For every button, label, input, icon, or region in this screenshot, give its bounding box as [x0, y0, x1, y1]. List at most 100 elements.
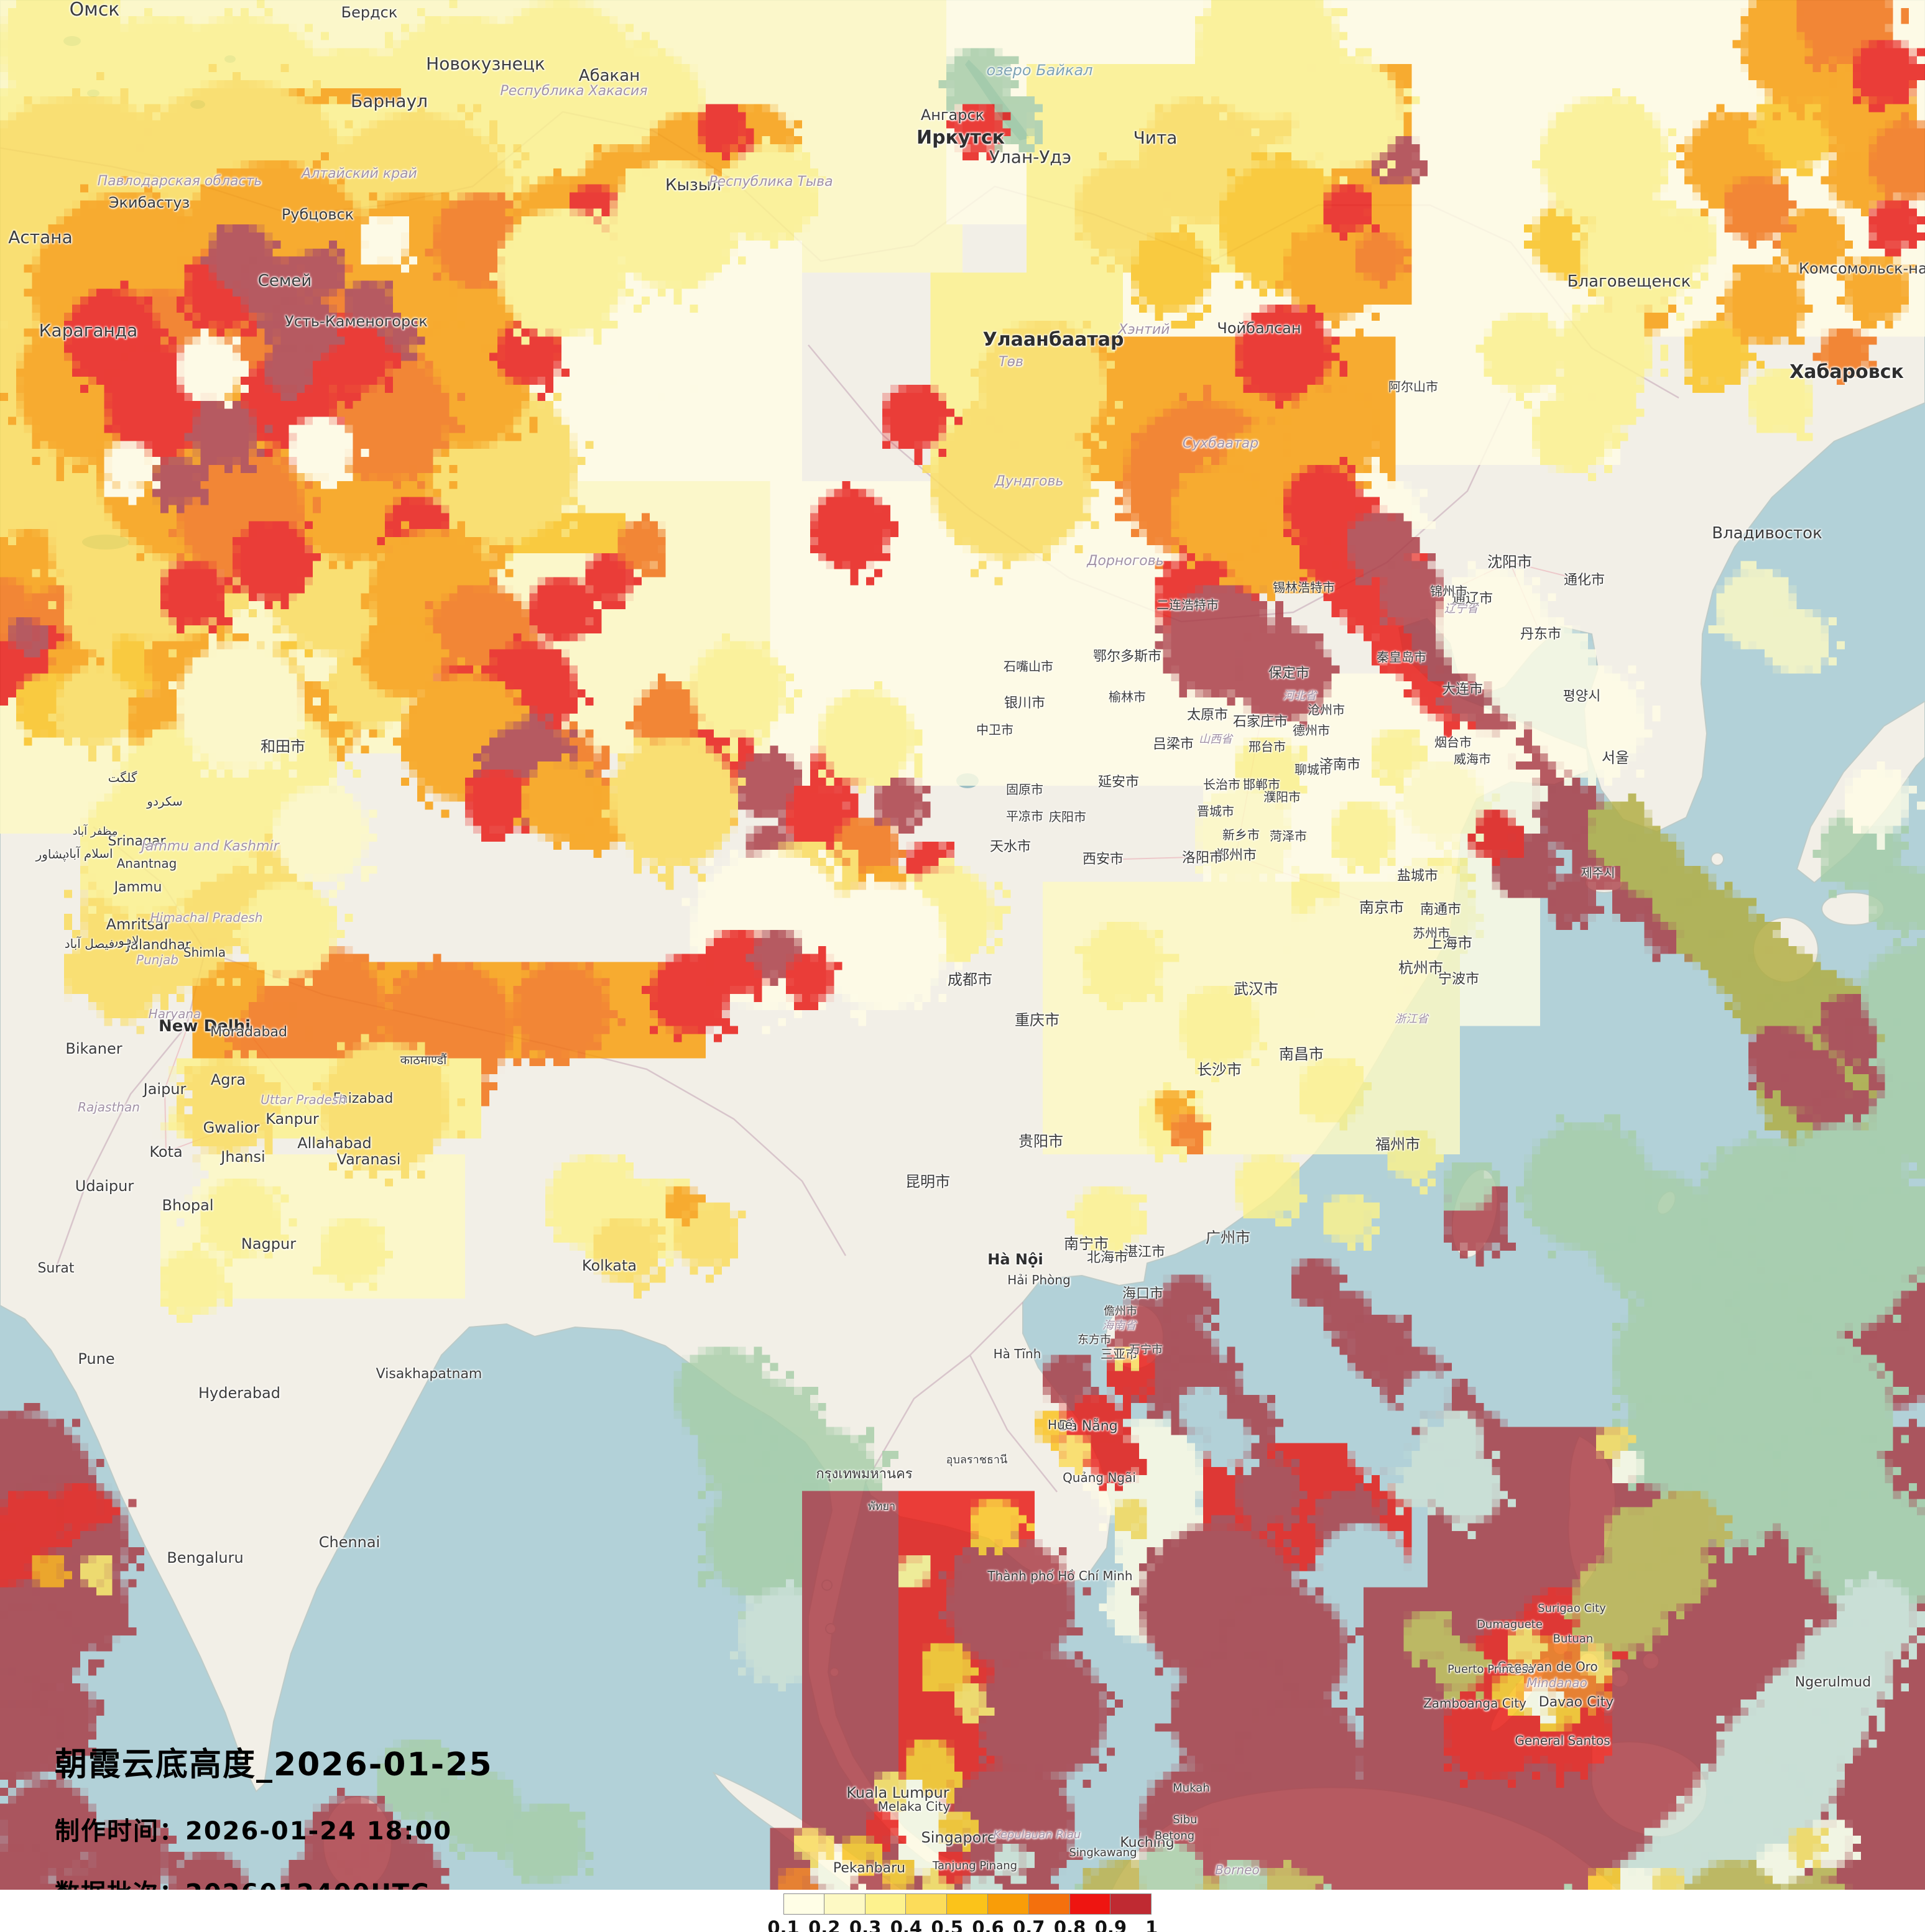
map-label: 二连浩特市	[1156, 597, 1219, 612]
map-label: Đà Nẵng	[1058, 1419, 1118, 1434]
map-label: Singkawang	[1069, 1846, 1137, 1859]
map-label: Kuala Lumpur	[846, 1784, 949, 1801]
map-label: Новокузнецк	[426, 53, 545, 74]
map-label: Surat	[37, 1261, 75, 1276]
map-label: Сухбаатар	[1182, 436, 1259, 451]
map-label: Faizabad	[333, 1091, 394, 1106]
map-label: 邯郸市	[1243, 777, 1280, 792]
map-label: Республика Тыва	[709, 174, 833, 190]
map-label: 贵阳市	[1018, 1133, 1063, 1150]
map-info-block: 朝霞云底高度_2026-01-25 制作时间：2026-01-24 18:00 …	[55, 1738, 493, 1909]
map-label: 河北省	[1283, 689, 1316, 702]
map-label: 中卫市	[976, 722, 1013, 737]
map-label: Huế	[1047, 1417, 1073, 1432]
legend-swatch	[947, 1893, 988, 1915]
map-label: Agra	[210, 1071, 246, 1088]
legend-tick: 0.1	[767, 1917, 800, 1932]
map-label: مظفر آباد	[72, 825, 118, 838]
map-label: 锡林浩特市	[1273, 580, 1335, 595]
map-label: Udaipur	[75, 1177, 134, 1195]
map-label: 万宁市	[1129, 1343, 1163, 1356]
map-label: Bikaner	[65, 1040, 122, 1057]
map-label: Mindanao	[1526, 1675, 1587, 1690]
map-label: Shimla	[183, 945, 226, 960]
map-label: 南昌市	[1279, 1046, 1324, 1063]
map-label: Jaipur	[143, 1080, 187, 1098]
map-label: 儋州市	[1104, 1305, 1137, 1318]
map-label: Улан-Удэ	[989, 147, 1072, 167]
legend-tick: 0.7	[1013, 1917, 1045, 1932]
map-label: گلگت	[108, 770, 137, 785]
map-label: 天水市	[989, 839, 1032, 855]
map-label: 聊城市	[1295, 762, 1332, 777]
map-label: 吕梁市	[1152, 737, 1194, 752]
map-label: Ngerulmud	[1794, 1675, 1872, 1690]
map-label: Kuching	[1120, 1835, 1175, 1851]
map-label: Borneo	[1215, 1862, 1260, 1877]
map-label: 固原市	[1006, 782, 1043, 797]
map-label: อุบลราชธานี	[946, 1453, 1008, 1466]
map-label: Усть-Каменогорск	[285, 313, 428, 330]
legend-swatch	[1110, 1893, 1152, 1915]
map-label: Varanasi	[336, 1151, 401, 1168]
map-label: 通化市	[1563, 573, 1605, 588]
map-label: Pekanbaru	[833, 1861, 906, 1876]
map-label: 서울	[1601, 749, 1630, 766]
map-label: 上海市	[1428, 934, 1472, 952]
map-label: Betong	[1154, 1829, 1195, 1842]
map-label: لاہور	[112, 933, 139, 948]
map-label: 南通市	[1420, 902, 1462, 918]
map-label: Srinagar	[108, 834, 166, 849]
map-label: 阿尔山市	[1388, 379, 1438, 394]
map-label: Барнаул	[350, 91, 428, 111]
map-label: Gwalior	[203, 1119, 260, 1136]
map-label: 鄂尔多斯市	[1092, 649, 1162, 665]
map-label: 银川市	[1004, 696, 1046, 711]
legend-swatch	[865, 1893, 907, 1915]
map-label: 石嘴山市	[1004, 659, 1053, 674]
map-label: 烟台市	[1434, 735, 1472, 750]
map-label: 海口市	[1122, 1286, 1164, 1302]
map-label: Puerto Princesa	[1447, 1663, 1535, 1676]
map-label: Hải Phòng	[1007, 1272, 1071, 1287]
map-label: Kanpur	[265, 1110, 319, 1128]
map-label: Uttar Pradesh	[261, 1092, 346, 1107]
map-label: Rajasthan	[78, 1100, 140, 1115]
legend-strip: 0.1 0.2 0.3 0.4 0.5 0.6 0.7 0.8 0.9 1	[0, 1890, 1925, 1932]
map-label: 威海市	[1454, 752, 1491, 766]
map-label: 延安市	[1097, 775, 1140, 790]
map-label: 海南省	[1102, 1319, 1136, 1332]
map-label: Jhansi	[221, 1148, 265, 1166]
map-label: 和田市	[261, 738, 305, 755]
map-label: Jalandhar	[126, 937, 191, 953]
map-label: 武汉市	[1234, 980, 1278, 998]
map-label: Астана	[8, 227, 73, 247]
map-label: 晋城市	[1197, 804, 1234, 819]
map-label: озеро Байкал	[986, 62, 1093, 79]
map-label: 平凉市	[1006, 809, 1043, 824]
map-label: Amritsar	[106, 916, 170, 933]
map-label: Дундговь	[994, 474, 1064, 489]
map-label: 邢台市	[1249, 739, 1286, 754]
map-label: 三亚市	[1101, 1346, 1138, 1361]
map-label: Visakhapatnam	[376, 1366, 482, 1382]
map-label: 广州市	[1206, 1229, 1250, 1246]
map-label: 宁波市	[1438, 972, 1480, 987]
map-label: Himachal Pradesh	[150, 910, 263, 925]
map-label: Чойбалсан	[1217, 320, 1301, 337]
map-label: Punjab	[136, 952, 178, 967]
map-label: Алтайский край	[302, 166, 417, 182]
map-label: Экибастуз	[108, 194, 190, 211]
legend-swatch	[1069, 1893, 1111, 1915]
map-label: 昆明市	[905, 1173, 950, 1190]
map-label: 石家庄市	[1232, 714, 1288, 730]
map-title: 朝霞云底高度_2026-01-25	[55, 1746, 493, 1783]
map-label: Kota	[149, 1143, 183, 1161]
map-label: Улаанбаатар	[982, 329, 1124, 351]
map-label: New Delhi	[158, 1017, 251, 1036]
map-label: فیصل آباد	[64, 936, 115, 951]
map-label: 제주시	[1581, 865, 1615, 880]
map-label: Владивосток	[1712, 524, 1822, 543]
map-label: 沈阳市	[1487, 553, 1532, 571]
